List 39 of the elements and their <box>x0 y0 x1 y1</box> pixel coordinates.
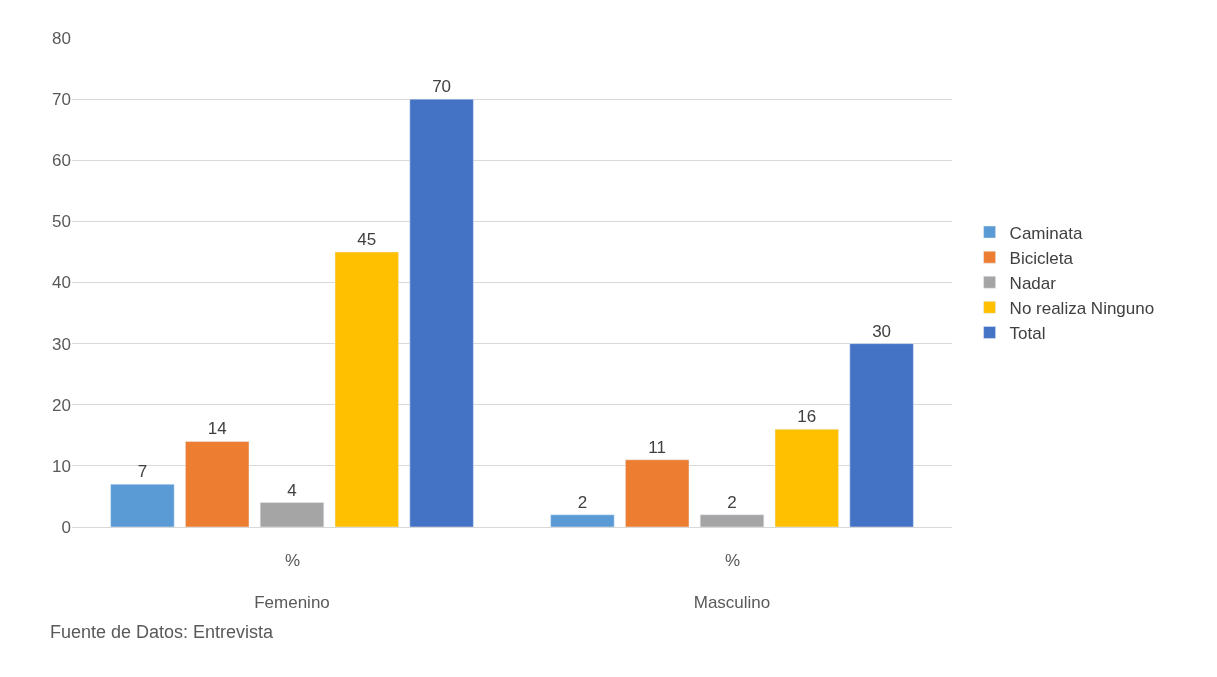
x-tick-label: Masculino <box>693 593 771 613</box>
bar <box>110 483 175 527</box>
y-tick-label: 10 <box>52 456 71 476</box>
bar <box>185 441 250 527</box>
y-tick-label: 70 <box>52 90 71 110</box>
legend-label: Caminata <box>1009 223 1083 243</box>
legend-label: Nadar <box>1009 273 1057 293</box>
data-label: 16 <box>797 407 817 427</box>
data-label: 7 <box>137 462 148 482</box>
bar <box>259 502 325 527</box>
bar <box>774 428 839 527</box>
data-label: 45 <box>357 229 377 249</box>
data-label: 14 <box>207 419 227 439</box>
y-tick-label: 40 <box>52 273 71 293</box>
data-label: 4 <box>287 480 297 500</box>
data-label: 2 <box>727 492 737 512</box>
bar <box>550 514 615 527</box>
data-label: 30 <box>872 321 892 341</box>
y-tick-label: 50 <box>52 212 71 232</box>
bar <box>409 98 474 527</box>
legend-label: No realiza Ninguno <box>1009 298 1155 318</box>
data-label: 11 <box>648 437 667 457</box>
y-tick-label: 0 <box>61 517 71 537</box>
text: % <box>285 551 301 570</box>
data-label: 2 <box>577 492 588 512</box>
legend-label: Bicicleta <box>1009 248 1074 268</box>
text: % <box>725 551 741 570</box>
bar <box>849 343 914 527</box>
legend-label: Total <box>1009 324 1046 344</box>
y-tick-label: 30 <box>52 334 71 354</box>
y-tick-label: 20 <box>52 395 71 415</box>
data-label: 70 <box>432 77 452 97</box>
source-note: Fuente de Datos: Entrevista <box>50 622 275 642</box>
x-tick-label: Femenino <box>254 593 330 613</box>
y-tick-label: 60 <box>52 151 71 171</box>
bar <box>699 514 765 527</box>
y-tick-label: 80 <box>52 28 71 48</box>
bar <box>334 251 399 527</box>
bar <box>625 459 690 527</box>
